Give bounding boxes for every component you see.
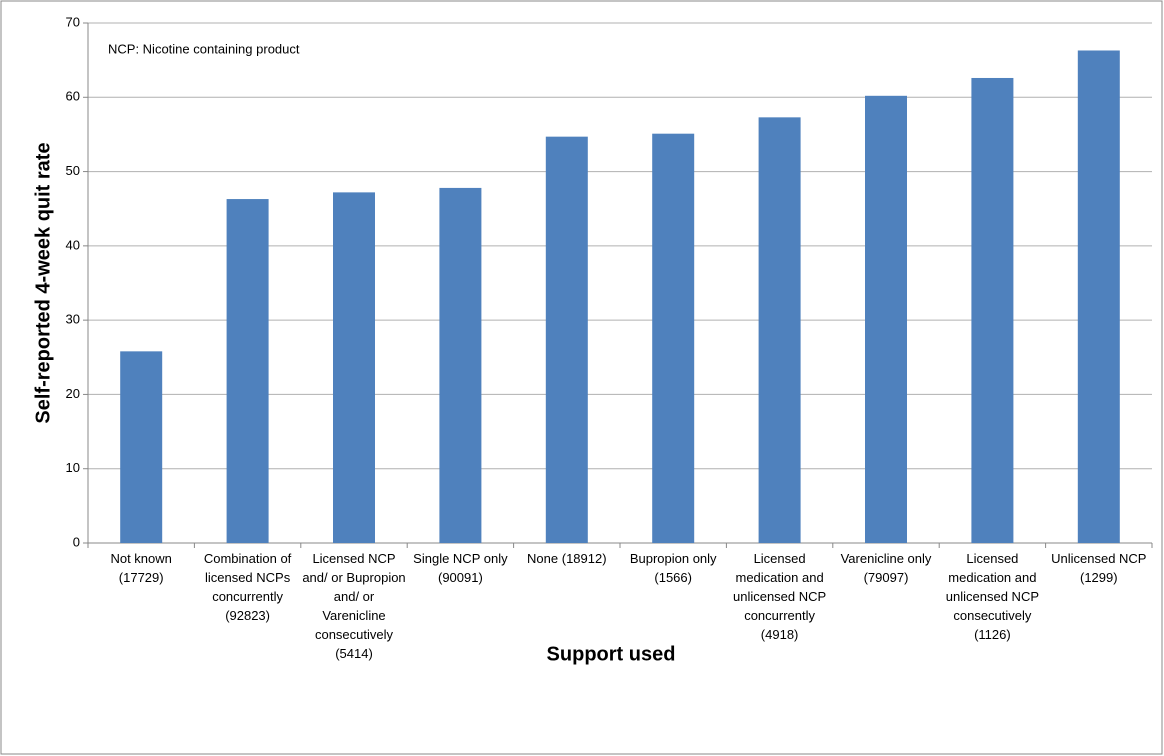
x-tick-label: None (18912) (527, 551, 607, 566)
bar (1077, 50, 1120, 543)
x-tick-label: Unlicensed NCP (1299) (1051, 551, 1147, 585)
bar (333, 192, 375, 543)
y-tick-label: 0 (73, 534, 80, 549)
bar (439, 187, 482, 543)
y-tick-label: 10 (66, 460, 80, 475)
x-tick-label: Licensed NCP and/ or Bupropion and/ or V… (302, 551, 406, 661)
y-tick-label: 20 (66, 386, 80, 401)
bar (758, 117, 801, 543)
y-tick-label: 70 (66, 14, 80, 29)
x-tick-label: Not known (17729) (110, 551, 172, 585)
x-axis-label: Support used (547, 643, 676, 665)
bar (652, 133, 695, 543)
bar (226, 199, 269, 544)
x-tick-label: Single NCP only (90091) (413, 551, 508, 585)
bar (971, 77, 1014, 543)
x-tick-label: Combination of licensed NCPs concurrentl… (203, 551, 292, 623)
y-tick-label: 50 (66, 163, 80, 178)
bar (545, 136, 588, 543)
y-axis-label: Self-reported 4-week quit rate (32, 142, 54, 423)
y-tick-label: 60 (66, 89, 80, 104)
bar (865, 95, 907, 544)
annotation: NCP: Nicotine containing product (108, 41, 300, 56)
y-tick-label: 30 (66, 312, 80, 327)
x-tick-label: Varenicline only (79097) (840, 551, 932, 585)
y-tick-label: 40 (66, 237, 80, 252)
bar (120, 351, 163, 543)
x-tick-label: Licensed medication and unlicensed NCP c… (945, 551, 1039, 642)
x-tick-label: Bupropion only (1566) (629, 551, 717, 585)
x-tick-label: Licensed medication and unlicensed NCP c… (732, 551, 827, 642)
